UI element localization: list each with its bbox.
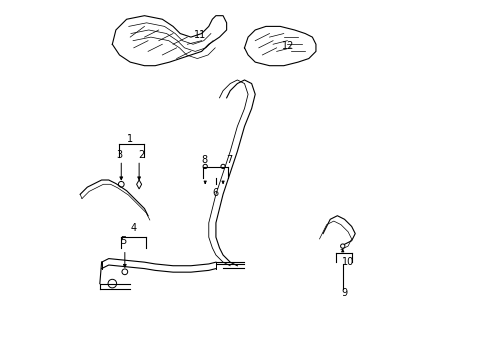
Text: 6: 6 [212, 188, 219, 198]
Text: 9: 9 [341, 288, 347, 297]
Text: 5: 5 [120, 236, 126, 246]
Text: 3: 3 [116, 150, 122, 160]
Text: 7: 7 [226, 156, 232, 165]
Text: 10: 10 [341, 257, 353, 267]
Text: 12: 12 [281, 41, 294, 51]
Text: 8: 8 [201, 156, 207, 165]
Text: 2: 2 [138, 150, 144, 160]
Text: 1: 1 [127, 134, 133, 144]
Text: 11: 11 [193, 30, 205, 40]
Text: 4: 4 [130, 223, 137, 233]
